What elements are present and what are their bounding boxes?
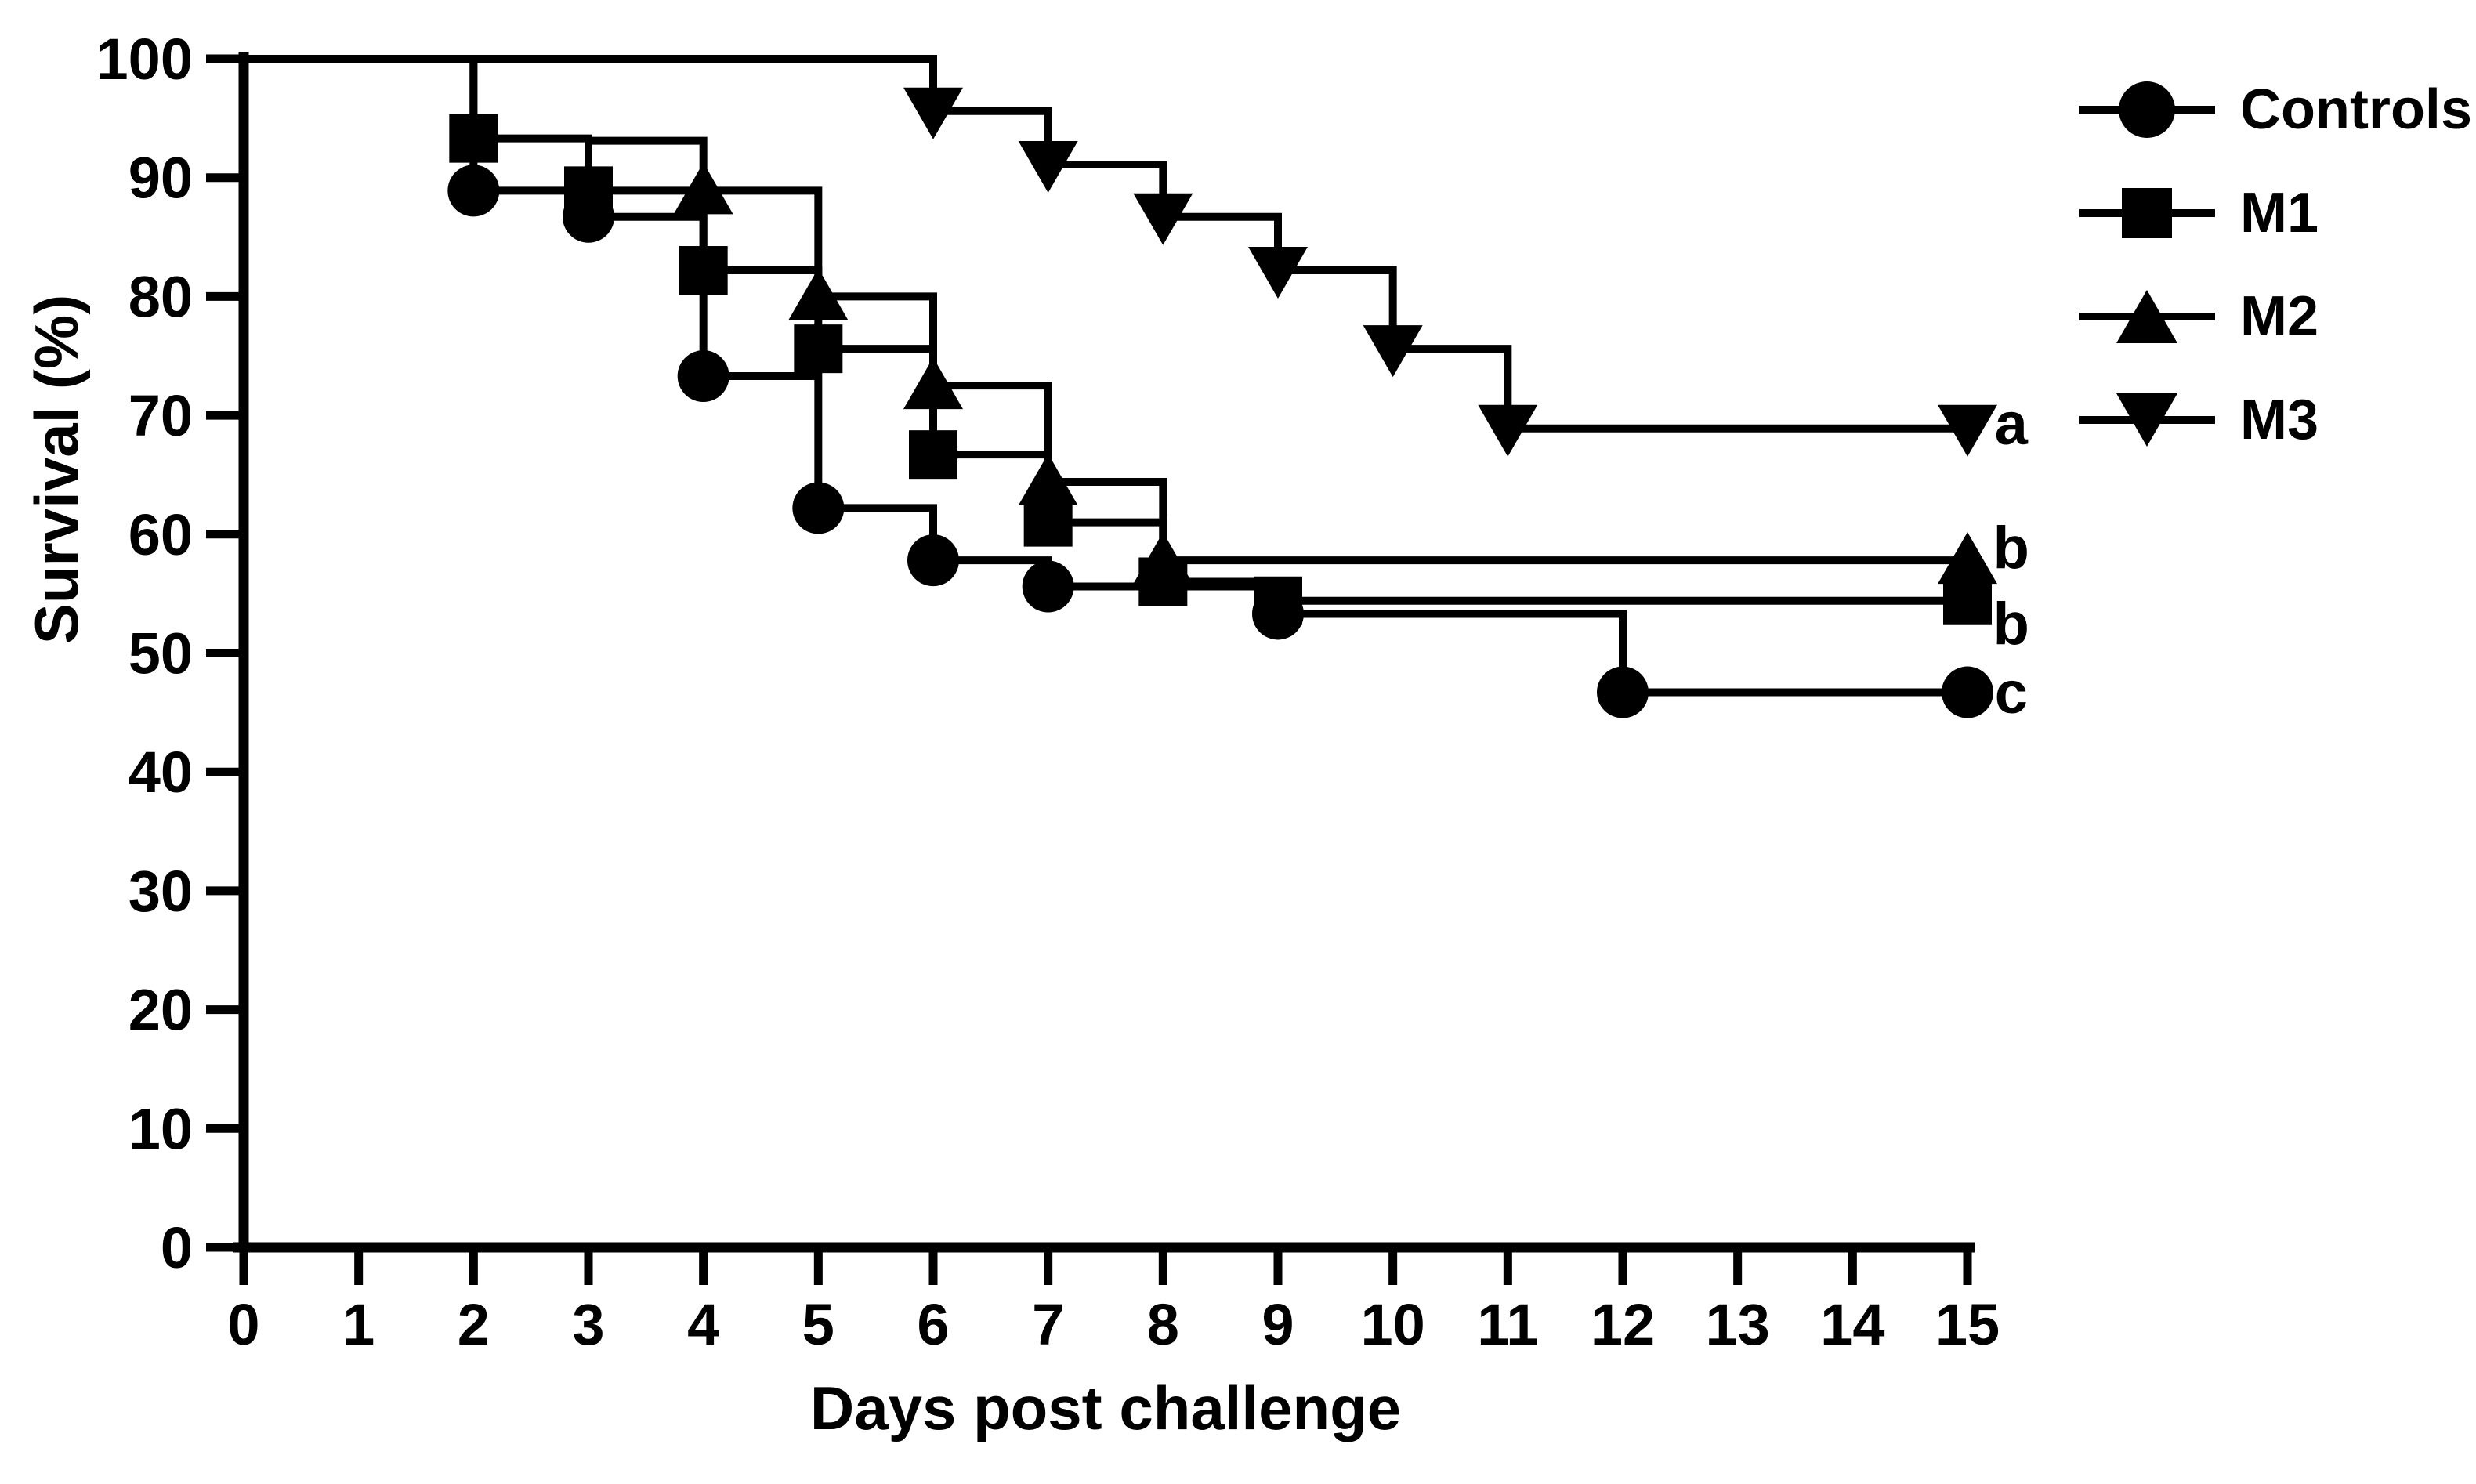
legend-label-m2: M2 bbox=[2240, 285, 2319, 348]
x-tick-label: 5 bbox=[802, 1292, 834, 1357]
marker-m2-day15 bbox=[1938, 532, 1997, 585]
end-label: c bbox=[1994, 660, 2028, 727]
marker-m1-day6 bbox=[909, 430, 957, 480]
marker-m1-day3 bbox=[564, 166, 613, 215]
legend-item-m1: M1 bbox=[2072, 161, 2472, 265]
y-tick-label: 0 bbox=[161, 1215, 193, 1280]
y-tick-label: 10 bbox=[129, 1096, 193, 1161]
marker-m3-day11 bbox=[1478, 404, 1538, 457]
x-tick-label: 1 bbox=[342, 1292, 375, 1357]
y-tick-label: 60 bbox=[129, 502, 193, 567]
marker-m1-day15 bbox=[1943, 576, 1992, 625]
legend-item-m3: M3 bbox=[2072, 368, 2472, 472]
y-tick-label: 100 bbox=[96, 27, 193, 92]
marker-controls-day6 bbox=[907, 534, 959, 587]
y-tick-label: 80 bbox=[129, 264, 193, 329]
legend-marker-circle-icon bbox=[2079, 81, 2215, 138]
legend-label-controls: Controls bbox=[2240, 78, 2472, 141]
marker-m2-day8 bbox=[1133, 532, 1193, 585]
x-tick-label: 3 bbox=[572, 1292, 604, 1357]
marker-m3-day9 bbox=[1248, 247, 1308, 299]
marker-controls-day15 bbox=[1942, 666, 1993, 718]
marker-m1-day7 bbox=[1023, 498, 1073, 547]
x-tick-label: 4 bbox=[687, 1292, 719, 1357]
x-tick-label: 14 bbox=[1820, 1292, 1884, 1357]
marker-m3-day8 bbox=[1133, 193, 1193, 245]
marker-m3-day6 bbox=[903, 87, 963, 139]
x-tick-label: 10 bbox=[1361, 1292, 1425, 1357]
end-label: b bbox=[1993, 591, 2029, 658]
end-label: b bbox=[1993, 515, 2029, 581]
y-tick-label: 70 bbox=[129, 383, 193, 448]
legend-marker-square-icon bbox=[2079, 188, 2215, 238]
marker-m3-day10 bbox=[1363, 325, 1423, 378]
y-axis-title: Survival (%) bbox=[22, 294, 91, 645]
x-tick-label: 12 bbox=[1591, 1292, 1655, 1357]
marker-m1-day4 bbox=[679, 246, 728, 295]
x-tick-label: 9 bbox=[1262, 1292, 1294, 1357]
marker-m2-day6 bbox=[903, 357, 963, 410]
marker-m3-day15 bbox=[1938, 404, 1997, 457]
marker-controls-day7 bbox=[1022, 560, 1074, 613]
x-tick-label: 15 bbox=[1935, 1292, 2000, 1357]
marker-m3-day7 bbox=[1018, 141, 1078, 194]
series-line-m1 bbox=[244, 55, 1967, 605]
y-tick-label: 30 bbox=[129, 859, 193, 924]
y-tick-label: 90 bbox=[129, 146, 193, 211]
x-tick-label: 7 bbox=[1032, 1292, 1064, 1357]
marker-m2-day7 bbox=[1018, 454, 1078, 506]
marker-m2-day4 bbox=[673, 162, 733, 215]
legend: Controls M1 M2 M3 bbox=[2072, 58, 2472, 472]
legend-marker-triangle-up-icon bbox=[2079, 290, 2215, 343]
x-tick-label: 8 bbox=[1147, 1292, 1179, 1357]
marker-controls-day12 bbox=[1597, 666, 1649, 718]
legend-item-m2: M2 bbox=[2072, 265, 2472, 368]
marker-controls-day5 bbox=[792, 482, 845, 534]
marker-m1-day5 bbox=[794, 324, 843, 374]
legend-label-m1: M1 bbox=[2240, 182, 2319, 244]
y-tick-label: 50 bbox=[129, 621, 193, 686]
x-tick-label: 13 bbox=[1706, 1292, 1770, 1357]
marker-m1-day9 bbox=[1254, 576, 1302, 625]
x-tick-label: 0 bbox=[227, 1292, 259, 1357]
marker-controls-day2 bbox=[447, 165, 500, 217]
x-tick-label: 11 bbox=[1477, 1292, 1538, 1357]
x-tick-label: 6 bbox=[917, 1292, 949, 1357]
legend-item-controls: Controls bbox=[2072, 58, 2472, 161]
series-line-m3 bbox=[244, 55, 1967, 433]
marker-m2-day5 bbox=[788, 268, 849, 320]
legend-marker-triangle-down-icon bbox=[2079, 393, 2215, 447]
x-tick-label: 2 bbox=[458, 1292, 490, 1357]
marker-m1-day2 bbox=[449, 114, 498, 163]
x-axis-title: Days post challenge bbox=[809, 1374, 1402, 1442]
end-label: a bbox=[1994, 391, 2028, 458]
legend-label-m3: M3 bbox=[2240, 389, 2319, 451]
marker-controls-day4 bbox=[677, 350, 729, 403]
y-tick-label: 20 bbox=[129, 978, 193, 1043]
y-tick-label: 40 bbox=[129, 740, 193, 805]
